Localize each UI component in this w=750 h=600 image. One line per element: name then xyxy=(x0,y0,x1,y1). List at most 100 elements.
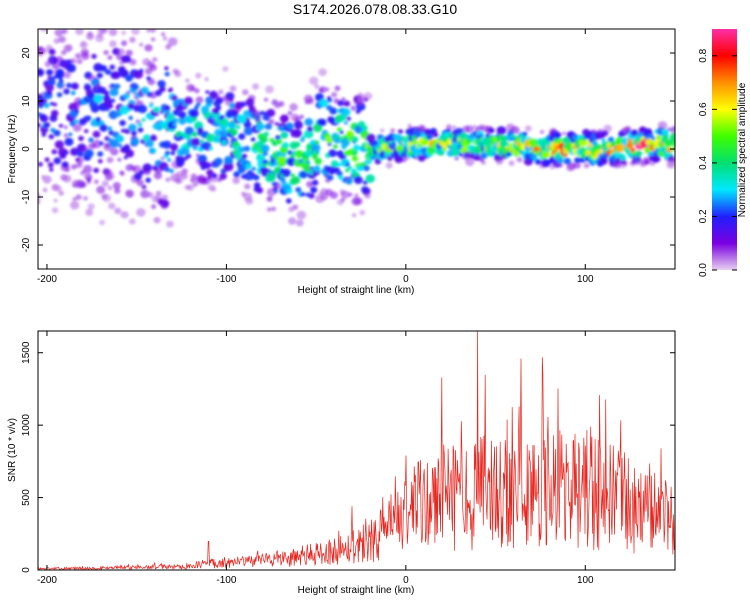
spectrogram-cell xyxy=(387,156,393,162)
spectrogram-cell xyxy=(58,123,64,128)
spectrogram-cell xyxy=(48,134,55,140)
spectrogram-cell xyxy=(47,162,54,168)
spectrogram-cell xyxy=(345,178,353,185)
spectrogram-cell xyxy=(516,156,523,163)
spectrogram-cell xyxy=(215,97,224,104)
spectrogram-cell xyxy=(185,153,192,159)
spectrogram-cell xyxy=(261,144,270,153)
spectrogram-cell xyxy=(148,103,154,108)
spectrogram-cell xyxy=(224,155,234,165)
spectrogram-cell xyxy=(539,129,545,134)
spectrogram-cell xyxy=(286,122,294,130)
spectrogram-cell xyxy=(266,207,272,212)
spectrogram-cell xyxy=(86,180,91,185)
spectrogram-cell xyxy=(250,109,261,119)
spectrogram-cell xyxy=(84,149,94,158)
spectrogram-cell xyxy=(106,103,114,109)
spectrogram-cell xyxy=(78,135,84,141)
spectrogram-cell xyxy=(506,151,512,157)
spectrogram-cell xyxy=(279,125,286,132)
spectrogram-cell xyxy=(340,198,346,202)
spectrogram-cell xyxy=(417,154,426,162)
snr-xtick-label: -100 xyxy=(216,575,236,586)
spectrogram-cell xyxy=(511,134,516,139)
spectrogram-cell xyxy=(119,69,129,78)
spectrogram-cell xyxy=(627,138,633,144)
spectrogram-cell xyxy=(99,29,108,34)
spectrogram-cell xyxy=(280,177,286,183)
spectrogram-cell xyxy=(254,116,262,123)
spectrogram-cell xyxy=(295,219,304,227)
spectrogram-cell xyxy=(233,171,241,178)
spectrogram-cell xyxy=(287,111,293,116)
spectrogram-cell xyxy=(180,173,188,180)
spectrogram-cell xyxy=(380,128,385,133)
spectrogram-cell xyxy=(543,159,551,166)
spectrogram-cell xyxy=(595,144,602,150)
spectrogram-cell xyxy=(54,140,65,149)
spectrogram-cell xyxy=(251,166,256,171)
spectrogram-xtick-label: -100 xyxy=(216,274,236,285)
spectrogram-cell xyxy=(70,200,80,210)
spectrogram-cell xyxy=(312,123,323,133)
spectrogram-cell xyxy=(147,78,156,86)
snr-xtick-label: 0 xyxy=(403,575,409,586)
spectrogram-cell xyxy=(337,162,342,167)
spectrogram-cell xyxy=(128,123,137,132)
spectrogram-cell xyxy=(294,141,301,148)
spectrogram-cell xyxy=(162,36,168,41)
spectrogram-cell xyxy=(632,156,643,165)
spectrogram-cell xyxy=(144,44,153,52)
spectrogram-ytick-label: -10 xyxy=(21,189,32,204)
spectrogram-cell xyxy=(54,185,63,192)
spectrogram-cell xyxy=(49,167,54,172)
spectrogram-cell xyxy=(47,78,56,86)
spectrogram-cell xyxy=(149,91,157,99)
spectrogram-cell xyxy=(161,32,166,37)
spectrogram-cell xyxy=(128,218,136,225)
spectrogram-cell xyxy=(626,142,634,149)
spectrogram-cell xyxy=(114,207,122,215)
spectrogram-cell xyxy=(145,177,151,183)
spectrogram-cell xyxy=(93,167,100,173)
spectrogram-cell xyxy=(63,125,68,129)
spectrogram-cell xyxy=(259,110,265,116)
spectrogram-cell xyxy=(42,187,48,193)
spectrogram-cell xyxy=(130,130,137,136)
snr-ytick-label: 500 xyxy=(21,489,32,506)
spectrogram-cell xyxy=(53,157,62,165)
spectrogram-cell xyxy=(345,162,350,167)
colorbar-tick-label: 0.8 xyxy=(698,48,709,62)
spectrogram-cell xyxy=(257,123,265,131)
spectrogram-cell xyxy=(75,53,82,59)
spectrogram-cell xyxy=(176,177,183,184)
spectrogram-cell xyxy=(118,143,122,148)
spectrogram-cell xyxy=(291,176,301,185)
spectrogram-cell xyxy=(110,147,119,156)
spectrogram-cell xyxy=(235,124,241,130)
spectrogram-cell xyxy=(108,29,118,37)
spectrogram-cell xyxy=(105,143,111,148)
spectrogram-cell xyxy=(150,37,156,42)
colorbar-tick-label: 0.4 xyxy=(698,156,709,170)
spectrogram-cell xyxy=(85,115,92,121)
spectrogram-cell xyxy=(104,69,112,75)
spectrogram-cell xyxy=(245,163,252,169)
spectrogram-cell xyxy=(120,211,129,219)
spectrogram-cell xyxy=(181,147,190,156)
spectrogram-cell xyxy=(364,192,371,199)
spectrogram-cell xyxy=(218,89,224,95)
spectrogram-ytick-label: 0 xyxy=(21,146,32,152)
spectrogram-cell xyxy=(274,122,280,126)
spectrogram-cell xyxy=(426,133,433,140)
spectrogram-cell xyxy=(97,151,104,157)
spectrogram-cell xyxy=(120,128,126,133)
spectrogram-cell xyxy=(601,159,608,165)
spectrogram-cell xyxy=(205,90,210,94)
spectrogram-cell xyxy=(109,64,116,70)
spectrogram-cell xyxy=(115,134,124,143)
spectrogram-cell xyxy=(155,190,162,196)
spectrogram-cell xyxy=(278,101,285,107)
spectrogram-cell xyxy=(222,66,229,72)
